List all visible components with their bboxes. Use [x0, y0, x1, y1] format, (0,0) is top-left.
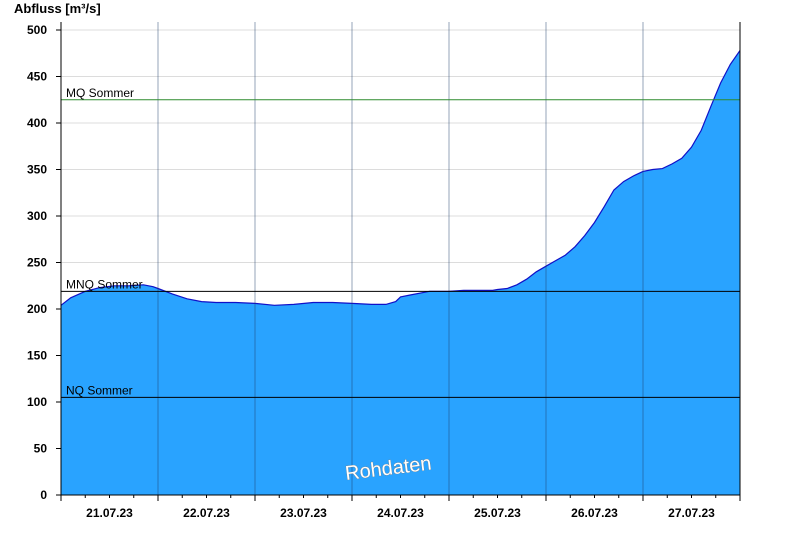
discharge-line	[60, 50, 741, 306]
day-separators	[157, 22, 644, 495]
x-tick-label-4: 25.07.23	[474, 506, 521, 520]
y-tick-label-0: 0	[40, 488, 47, 502]
discharge-area	[61, 50, 740, 495]
reference-label-nq-sommer: NQ Sommer	[66, 383, 133, 397]
y-tick-label-50: 50	[34, 442, 48, 456]
x-tick-label-2: 23.07.23	[280, 506, 327, 520]
x-tick-label-3: 24.07.23	[377, 506, 424, 520]
x-tick-label-5: 26.07.23	[571, 506, 618, 520]
y-axis-title: Abfluss [m³/s]	[14, 1, 101, 16]
x-tick-label-0: 21.07.23	[86, 506, 133, 520]
x-tick-labels: 21.07.23 22.07.23 23.07.23 24.07.23 25.07.23…	[60, 495, 741, 520]
y-tick-label-250: 250	[27, 256, 47, 270]
y-tick-label-500: 500	[27, 23, 47, 37]
plot-area	[60, 50, 741, 495]
y-tick-label-150: 150	[27, 349, 47, 363]
x-tick-label-6: 27.07.23	[668, 506, 715, 520]
y-tick-label-450: 450	[27, 70, 47, 84]
y-tick-labels: 0 50 100 150 200 250 300 350 400 450 500	[27, 23, 61, 502]
y-tick-label-300: 300	[27, 209, 47, 223]
y-tick-label-200: 200	[27, 302, 47, 316]
reference-label-mq-sommer: MQ Sommer	[66, 86, 134, 100]
reference-label-mnq-sommer: MNQ Sommer	[66, 277, 143, 291]
y-tick-label-100: 100	[27, 395, 47, 409]
y-tick-label-350: 350	[27, 163, 47, 177]
reference-lines: MQ Sommer MNQ Sommer NQ Sommer	[61, 86, 740, 398]
x-tick-label-1: 22.07.23	[183, 506, 230, 520]
y-tick-label-400: 400	[27, 116, 47, 130]
